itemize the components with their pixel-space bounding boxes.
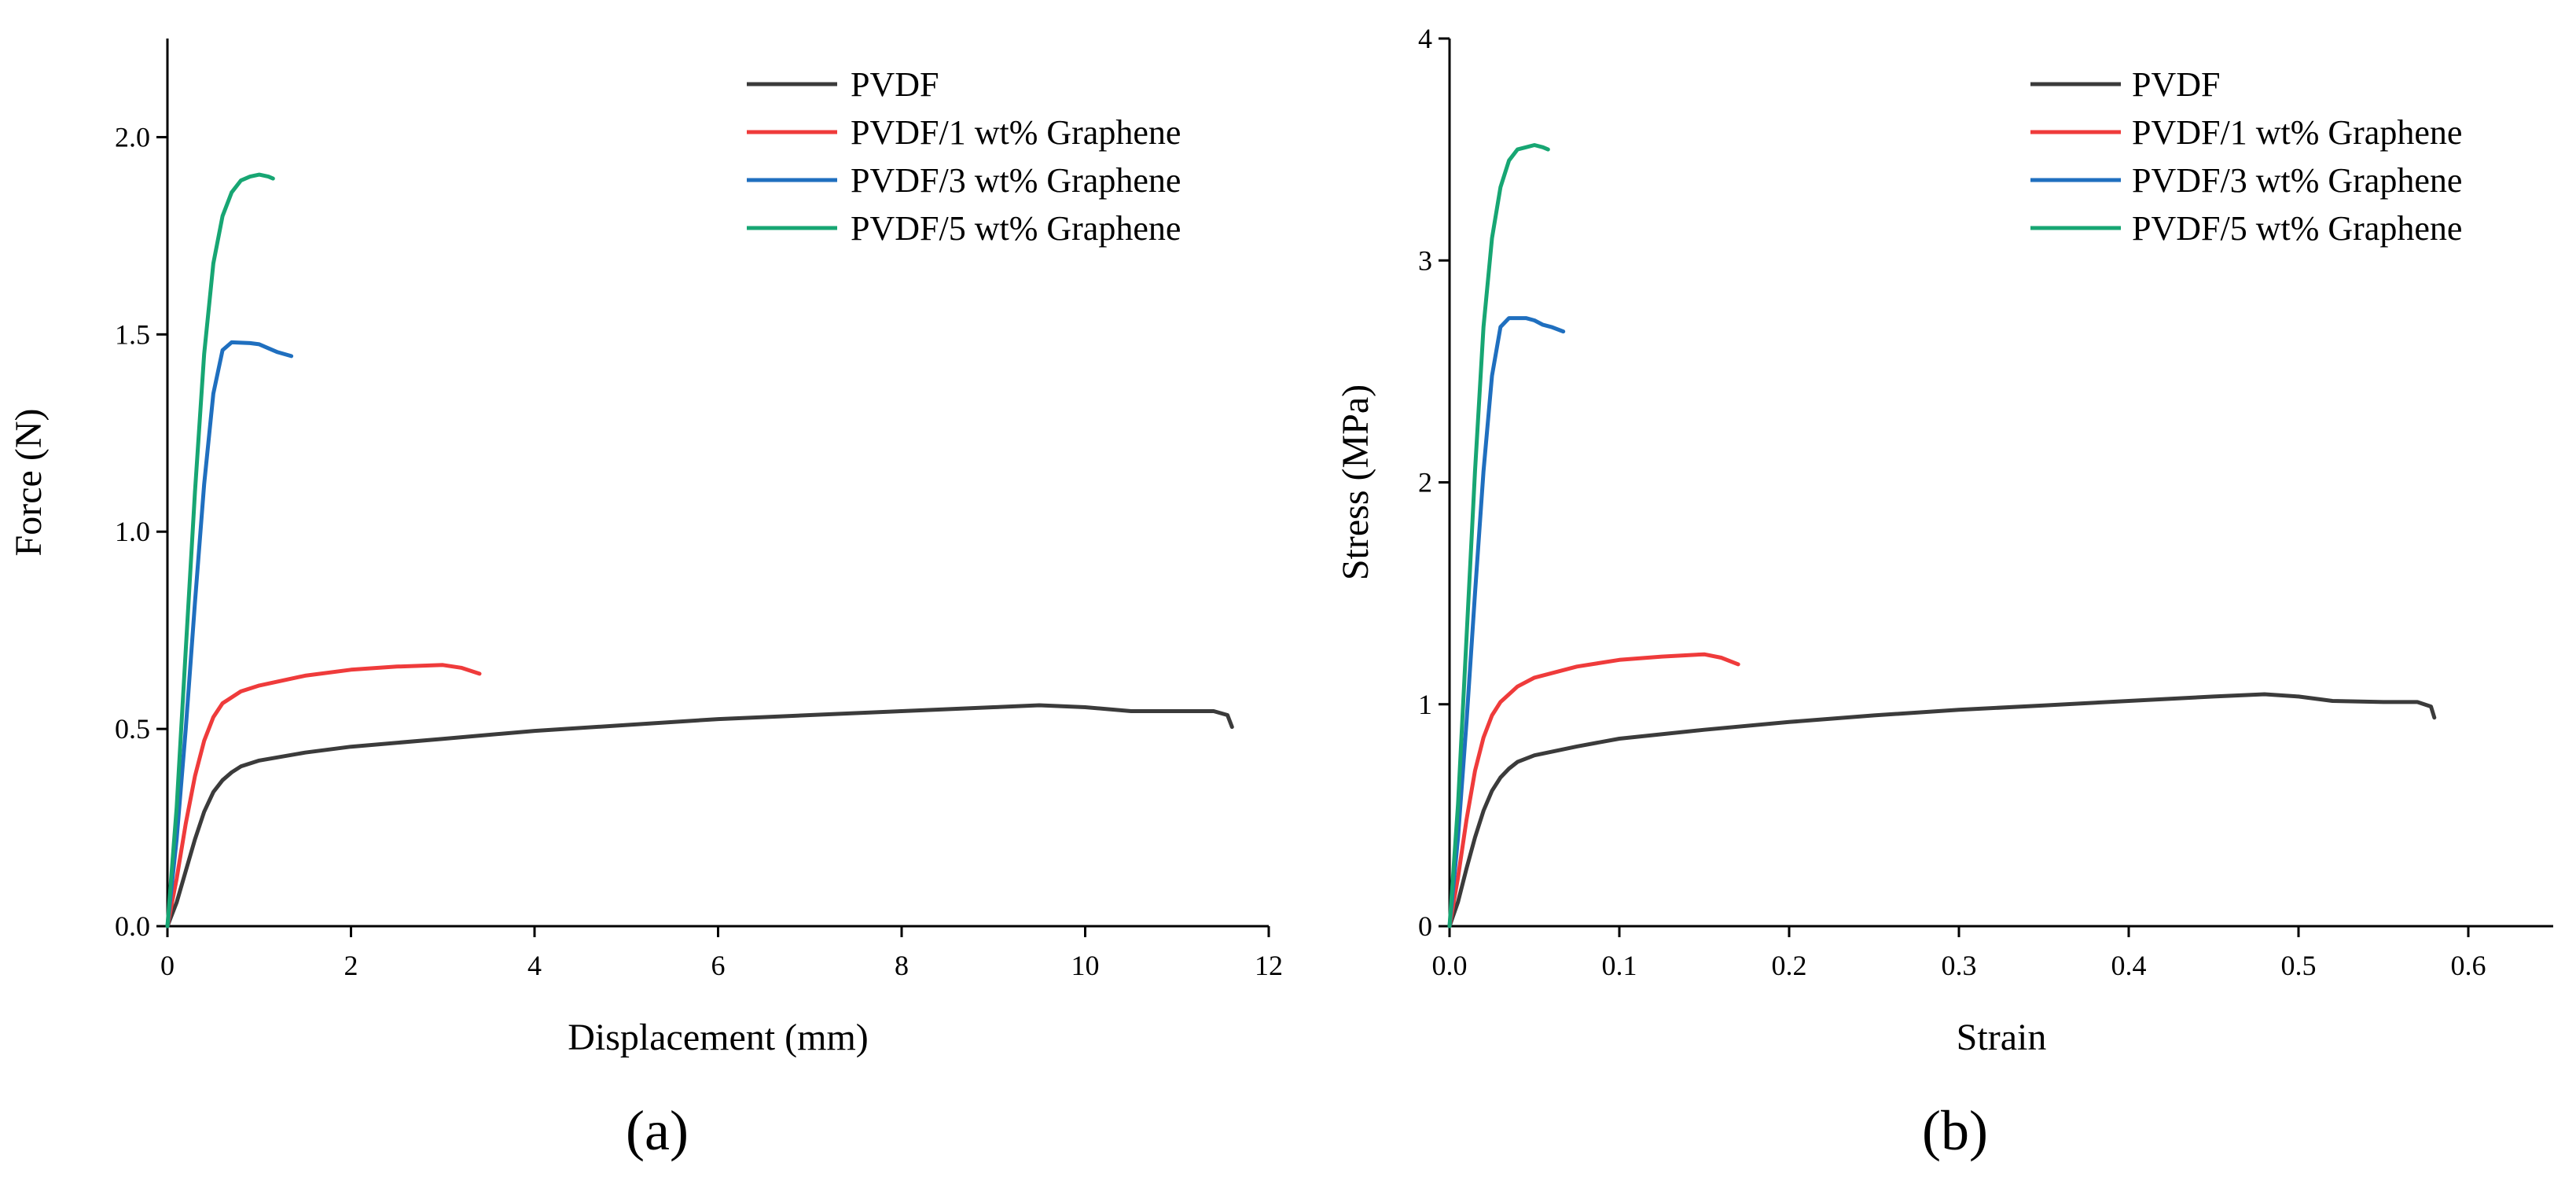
chart-a-x-tick-label: 4	[527, 950, 542, 981]
chart-b-legend-label: PVDF	[2132, 65, 2221, 104]
chart-b-x-tick-label: 0.6	[2451, 950, 2486, 981]
chart-a-series-line-1	[165, 703, 1234, 929]
chart-a-x-tick-label: 0	[160, 950, 175, 981]
chart-a-legend-label: PVDF/3 wt% Graphene	[851, 161, 1181, 200]
chart-b-series-line-2	[1447, 652, 1740, 929]
chart-b-legend-label: PVDF/3 wt% Graphene	[2132, 161, 2462, 200]
chart-a-y-tick-label: 0.0	[115, 910, 150, 942]
chart-a-x-tick-label: 6	[711, 950, 726, 981]
chart-b-series-line-3	[1447, 316, 1566, 929]
chart-b-y-axis-title: Stress (MPa)	[1335, 384, 1376, 580]
chart-b-x-tick-label: 0.1	[1602, 950, 1637, 981]
chart-a-x-axis-title: Displacement (mm)	[568, 1017, 869, 1058]
chart-b-series-line-4	[1447, 143, 1550, 929]
chart-a-series-line-4	[165, 172, 275, 929]
chart-b-caption: (b)	[1922, 1099, 1988, 1162]
chart-a-series-line-3	[165, 340, 294, 929]
chart-a-caption: (a)	[626, 1099, 689, 1162]
chart-a-y-tick-label: 0.5	[115, 713, 150, 745]
chart-b-y-tick-label: 1	[1418, 689, 1432, 720]
chart-a-y-tick-label: 1.5	[115, 318, 150, 350]
chart-b-series-line-1	[1447, 692, 2437, 929]
chart-a-x-tick-label: 8	[895, 950, 909, 981]
chart-a-x-tick-label: 12	[1255, 950, 1283, 981]
chart-a-legend-label: PVDF/5 wt% Graphene	[851, 209, 1181, 248]
chart-b-y-tick-label: 0	[1418, 910, 1432, 942]
chart-b-legend-label: PVDF/5 wt% Graphene	[2132, 209, 2462, 248]
chart-a-legend-label: PVDF	[851, 65, 939, 104]
chart-b-x-axis-title: Strain	[1957, 1017, 2047, 1058]
chart-a-y-axis-title: Force (N)	[8, 409, 50, 557]
chart-a-y-tick-label: 2.0	[115, 121, 150, 153]
chart-b-x-tick-label: 0.2	[1772, 950, 1807, 981]
chart-b-x-tick-label: 0.3	[1942, 950, 1977, 981]
chart-panel-a: 0 2 4 6 8 10 12 0.0 0.5 1.0 1.5 2.0 Displacement (mm…	[8, 39, 1283, 1162]
chart-b-y-tick-label: 3	[1418, 245, 1432, 276]
chart-b-x-tick-label: 0.5	[2281, 950, 2317, 981]
chart-b-y-tick-label: 2	[1418, 467, 1432, 498]
chart-a-x-tick-label: 2	[344, 950, 358, 981]
chart-b-legend-label: PVDF/1 wt% Graphene	[2132, 113, 2462, 152]
chart-b-x-tick-label: 0.4	[2111, 950, 2147, 981]
chart-a-series-line-2	[165, 663, 482, 929]
chart-b-x-tick-label: 0.0	[1432, 950, 1468, 981]
chart-panel-b: 0.0 0.1 0.2 0.3 0.4 0.5 0.6 0 1 2 3 4 Strain Stress (…	[1335, 23, 2553, 1162]
chart-a-y-tick-label: 1.0	[115, 516, 150, 547]
chart-a-legend-label: PVDF/1 wt% Graphene	[851, 113, 1181, 152]
chart-a-x-tick-label: 10	[1071, 950, 1100, 981]
chart-b-y-tick-label: 4	[1418, 23, 1432, 54]
